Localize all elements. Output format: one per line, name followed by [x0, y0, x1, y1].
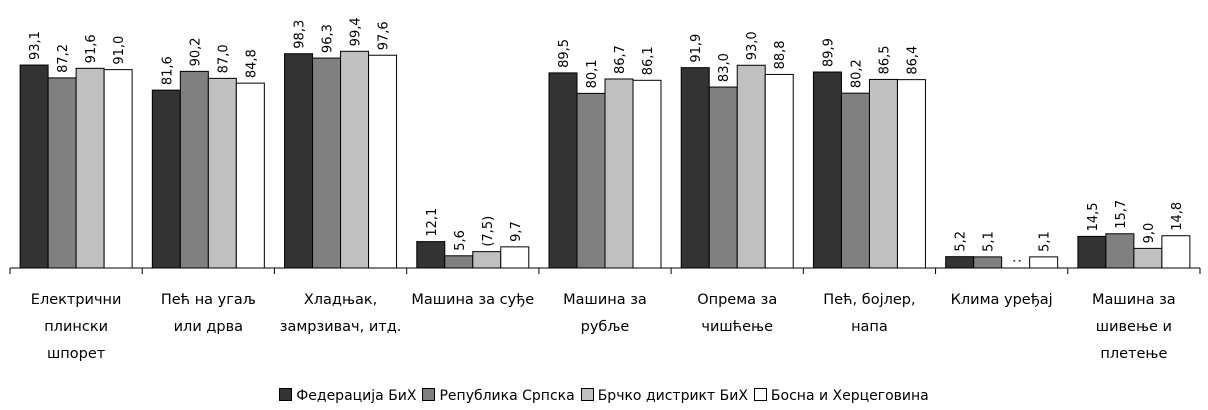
legend-item: Република Српска	[422, 388, 575, 404]
legend-label: Босна и Херцеговина	[770, 388, 929, 404]
bar	[868, 78, 898, 269]
value-label: 91,0	[112, 36, 127, 65]
value-label: 99,4	[349, 17, 364, 46]
bar	[444, 255, 474, 269]
bar	[416, 241, 446, 269]
x-tick-label: Хладњак, замрзивач, итд.	[279, 292, 402, 335]
value-label: 5,1	[982, 231, 997, 252]
bar	[103, 69, 133, 269]
legend-item: Брчко дистрикт БиХ	[580, 388, 748, 404]
bar	[945, 256, 975, 269]
legend-label: Федерација БиХ	[296, 388, 417, 404]
x-tick-label: Пећ на угаљ или дрва	[160, 292, 256, 335]
value-label: 87,0	[216, 44, 231, 73]
bar	[312, 57, 342, 269]
x-tick-label: Машина за суђе	[411, 292, 535, 308]
value-label: 89,5	[557, 39, 572, 68]
bar	[840, 92, 870, 269]
value-label: 9,7	[509, 221, 524, 242]
value-label: 5,1	[1038, 231, 1053, 252]
value-label: 86,4	[905, 46, 920, 75]
legend-item: Федерација БиХ	[279, 388, 416, 404]
bar	[1161, 235, 1191, 269]
legend-label: Брчко дистрикт БиХ	[597, 388, 748, 404]
bar	[812, 71, 842, 269]
value-label: 80,1	[585, 59, 600, 88]
value-label: 12,1	[425, 208, 440, 237]
bar	[19, 64, 49, 269]
value-label: 9,0	[1142, 223, 1157, 244]
bar	[632, 79, 662, 269]
value-label: 96,3	[321, 24, 336, 53]
value-label: 84,8	[244, 49, 259, 78]
value-label: 98,3	[293, 20, 308, 49]
bar	[708, 86, 738, 269]
x-tick-label: Машина за шивење и плетење	[1092, 292, 1176, 362]
x-tick-label: Клима уређај	[950, 292, 1053, 308]
bar	[75, 67, 105, 269]
x-tick-label: Машина за рубље	[563, 292, 647, 335]
value-label: 90,2	[188, 37, 203, 66]
legend-swatch	[753, 388, 767, 401]
bar	[973, 256, 1003, 269]
bar	[604, 78, 634, 269]
bar	[151, 89, 181, 269]
bar	[284, 53, 314, 269]
bar	[1133, 247, 1163, 269]
value-label: 5,2	[954, 231, 969, 252]
value-label: (7,5)	[481, 216, 496, 247]
value-label: 89,9	[821, 38, 836, 67]
bar	[736, 64, 766, 269]
bar	[896, 79, 926, 269]
value-label: 86,1	[641, 46, 656, 75]
bar	[47, 77, 77, 269]
value-label: 81,6	[160, 56, 175, 85]
legend: Федерација БиХ Република Српска Брчко дист…	[0, 388, 1208, 404]
bar	[472, 251, 502, 269]
legend-item: Босна и Херцеговина	[753, 388, 929, 404]
bar	[680, 67, 710, 269]
value-label: 14,8	[1170, 202, 1185, 231]
value-label: :	[1010, 259, 1025, 263]
value-label: 86,7	[613, 45, 628, 74]
value-label: 88,8	[773, 40, 788, 69]
bar	[1105, 233, 1135, 269]
value-label: 93,0	[745, 31, 760, 60]
bar	[548, 72, 578, 269]
bar	[1077, 235, 1107, 269]
bar	[576, 92, 606, 269]
value-label: 80,2	[849, 59, 864, 88]
bar	[500, 246, 530, 269]
value-label: 91,9	[689, 34, 704, 63]
legend-swatch	[279, 388, 293, 401]
bar	[1029, 256, 1059, 269]
bar	[207, 77, 237, 269]
x-tick-label: Опрема за чишћење	[697, 292, 778, 335]
value-label: 87,2	[56, 44, 71, 73]
bar	[764, 73, 794, 269]
bar	[235, 82, 265, 269]
x-tick-label: Пећ, бојлер, напа	[823, 292, 916, 335]
value-label: 83,0	[717, 53, 732, 82]
value-label: 93,1	[28, 31, 43, 60]
value-label: 97,6	[377, 21, 392, 50]
value-label: 5,6	[453, 230, 468, 251]
bar	[368, 54, 398, 269]
legend-label: Република Српска	[439, 388, 575, 404]
value-label: 91,6	[84, 34, 99, 63]
legend-swatch	[580, 388, 594, 401]
value-label: 86,5	[877, 45, 892, 74]
value-label: 15,7	[1114, 200, 1129, 229]
value-label: 14,5	[1086, 202, 1101, 231]
bar	[340, 50, 370, 269]
x-tick-label: Електрични плински шпорет	[30, 292, 122, 362]
bar	[179, 70, 209, 269]
legend-swatch	[422, 388, 436, 401]
